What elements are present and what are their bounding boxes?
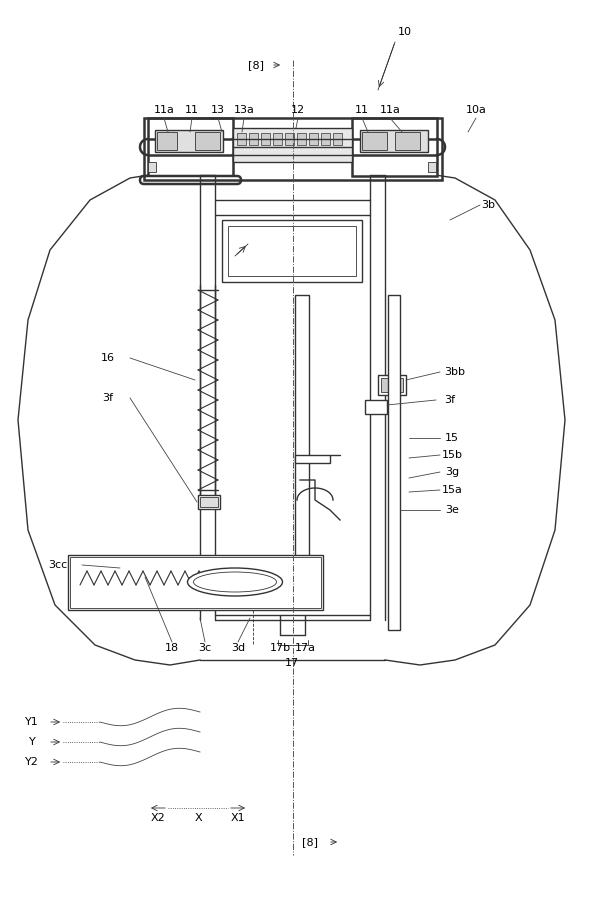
Bar [365, 400, 387, 414]
Bar [273, 133, 282, 145]
Text: 11a: 11a [379, 105, 401, 115]
FancyBboxPatch shape [140, 176, 241, 184]
Bar [360, 130, 428, 152]
Text: 3e: 3e [445, 505, 459, 515]
Text: 15b: 15b [441, 450, 463, 460]
Text: 13a: 13a [233, 105, 255, 115]
Text: Y2: Y2 [25, 757, 39, 767]
Bar [148, 118, 233, 176]
Bar [333, 133, 342, 145]
Text: 18: 18 [165, 643, 179, 653]
Text: 3d: 3d [231, 643, 245, 653]
Text: Y1: Y1 [25, 717, 39, 727]
Text: 3bb: 3bb [444, 367, 466, 377]
Text: 10a: 10a [466, 105, 486, 115]
Bar [381, 378, 403, 392]
Ellipse shape [193, 572, 277, 592]
Bar [222, 220, 362, 282]
Text: X: X [194, 813, 202, 823]
Bar [295, 455, 330, 463]
Bar [198, 495, 220, 509]
Bar [261, 133, 270, 145]
Bar [378, 375, 406, 395]
Text: 10: 10 [398, 27, 412, 37]
Text: X2: X2 [151, 813, 165, 823]
Bar [352, 118, 437, 176]
Bar [155, 130, 223, 152]
Text: 11: 11 [355, 105, 369, 115]
Bar [297, 133, 306, 145]
Text: 3g: 3g [445, 467, 459, 477]
Bar [237, 133, 246, 145]
Text: 3f: 3f [444, 395, 456, 405]
Text: Y: Y [28, 737, 35, 747]
Text: 3b: 3b [481, 200, 495, 210]
Bar [200, 497, 218, 507]
Bar [70, 557, 321, 608]
Bar [148, 162, 156, 172]
Text: [8]: [8] [302, 837, 318, 847]
Bar [233, 128, 352, 162]
Bar [249, 133, 258, 145]
Bar [388, 295, 400, 630]
Text: 3f: 3f [102, 393, 113, 403]
Bar [157, 132, 177, 150]
Bar [195, 132, 220, 150]
Text: 13: 13 [211, 105, 225, 115]
Bar [285, 133, 294, 145]
Text: X1: X1 [230, 813, 245, 823]
Bar [321, 133, 330, 145]
Text: 17: 17 [285, 658, 299, 668]
Text: [8]: [8] [248, 60, 264, 70]
Bar [428, 162, 436, 172]
Bar [228, 226, 356, 276]
Bar [309, 133, 318, 145]
Text: 17b: 17b [269, 643, 291, 653]
Text: 3cc: 3cc [48, 560, 67, 570]
Ellipse shape [187, 568, 282, 596]
Text: 16: 16 [101, 353, 115, 363]
Text: 12: 12 [291, 105, 305, 115]
Text: 15a: 15a [441, 485, 462, 495]
Text: 17a: 17a [294, 643, 316, 653]
Text: 11a: 11a [154, 105, 174, 115]
Bar [362, 132, 387, 150]
Bar [68, 555, 323, 610]
Bar [295, 295, 309, 560]
Text: 3c: 3c [199, 643, 212, 653]
Bar [144, 118, 442, 180]
Text: 15: 15 [445, 433, 459, 443]
Bar [395, 132, 420, 150]
Text: 11: 11 [185, 105, 199, 115]
